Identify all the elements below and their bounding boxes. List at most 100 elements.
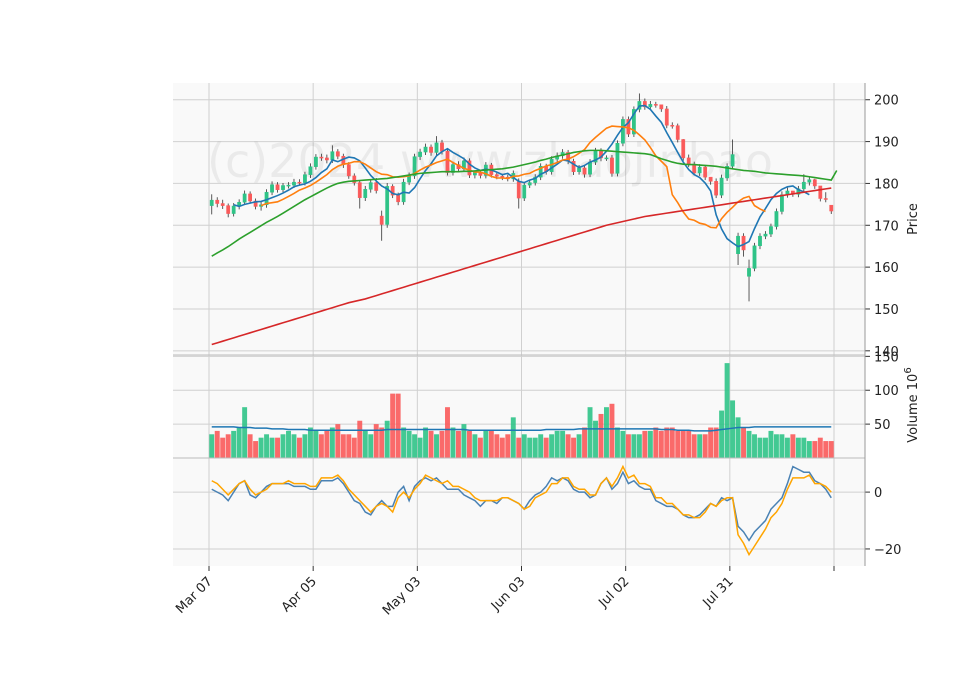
candle-body — [275, 184, 280, 190]
volume-bar — [324, 430, 330, 458]
volume-bar — [406, 430, 412, 458]
volume-bar — [488, 430, 494, 458]
candle-body — [396, 194, 401, 203]
candle-body — [648, 104, 653, 108]
volume-bar — [752, 434, 757, 458]
candle-body — [829, 204, 834, 212]
candle-body — [719, 177, 724, 196]
volume-bar — [258, 437, 264, 458]
candle-body — [653, 104, 658, 106]
x-tick-label: Jun 03 — [488, 574, 528, 614]
ma30-line — [211, 149, 838, 257]
volume-bar — [604, 407, 609, 458]
oscillator-panel-bg — [173, 458, 865, 566]
candle-body — [346, 164, 351, 177]
volume-bar — [658, 430, 664, 458]
volume-bar — [724, 363, 730, 458]
candle-body — [314, 156, 318, 167]
volume-bar — [214, 430, 220, 458]
volume-bar — [521, 434, 527, 458]
volume-bar — [236, 427, 242, 458]
candle-body — [418, 151, 422, 157]
volume-bar — [642, 430, 648, 458]
candle-body — [664, 108, 669, 126]
candle-body — [363, 189, 368, 198]
volume-bar — [450, 427, 456, 458]
candle-body — [412, 156, 417, 177]
candle-body — [730, 154, 735, 167]
candle-body — [374, 182, 379, 191]
candle-body — [516, 181, 521, 199]
candle-body — [823, 198, 828, 200]
candle-body — [292, 181, 296, 186]
volume-bar — [812, 441, 818, 458]
volume-bar — [631, 434, 637, 458]
candle-body — [440, 142, 444, 152]
candle-body — [807, 179, 812, 183]
candle-body — [434, 142, 439, 153]
volume-tick-label: 150 — [874, 350, 899, 365]
volume-axis-title-text: Volume 10 — [906, 374, 921, 443]
volume-bar — [768, 430, 774, 458]
volume-bar — [253, 441, 259, 458]
volume-bar — [817, 437, 823, 458]
price-tick-label: 140 — [874, 345, 899, 360]
candle-body — [538, 166, 543, 178]
volume-bar — [565, 434, 571, 458]
candle-body — [577, 167, 581, 172]
volume-bar — [828, 441, 834, 458]
volume-bar — [483, 430, 489, 458]
volume-bar — [697, 434, 703, 458]
candle-body — [582, 167, 587, 175]
volume-bar — [494, 434, 500, 458]
volume-bar — [532, 437, 538, 458]
candle-body — [209, 199, 214, 206]
volume-panel — [209, 363, 834, 458]
volume-bar — [560, 430, 566, 458]
ma5-line — [233, 104, 810, 248]
volume-bar — [242, 407, 248, 458]
volume-bar — [735, 417, 741, 458]
candle-body — [703, 166, 708, 178]
volume-bar — [220, 437, 226, 458]
candle-body — [445, 150, 450, 173]
volume-bar — [379, 427, 385, 458]
candle-body — [763, 233, 768, 237]
osc_slow-line — [211, 464, 832, 557]
volume-bar — [412, 434, 418, 458]
volume-bar — [593, 420, 598, 458]
candle-body — [708, 176, 713, 182]
candle-body — [281, 185, 285, 190]
price-tick-label: 150 — [874, 303, 899, 318]
volume-bar — [477, 437, 483, 458]
volume-bar — [763, 437, 768, 458]
price-tick-label: 160 — [874, 261, 899, 276]
candle-body — [758, 235, 762, 247]
volume-bar — [340, 434, 346, 458]
volume-bar — [806, 441, 812, 458]
candle-body — [429, 146, 433, 153]
volume-bar — [664, 427, 670, 458]
candle-body — [357, 182, 362, 198]
volume-bar — [795, 437, 801, 458]
volume-bar — [614, 427, 620, 458]
volume-bar — [346, 434, 352, 458]
volume-bar — [757, 437, 763, 458]
candle-body — [220, 203, 225, 206]
volume-bar — [620, 430, 626, 458]
candle-body — [319, 156, 324, 159]
volume-bar — [439, 430, 445, 458]
volume-bar — [779, 434, 785, 458]
candle-body — [385, 186, 390, 225]
volume-bar — [675, 430, 681, 458]
candle-body — [303, 174, 307, 183]
candle-body — [681, 139, 686, 159]
candle-body — [588, 161, 592, 175]
candle-body — [270, 184, 274, 193]
candle-body — [467, 160, 472, 176]
volume-bar — [247, 434, 253, 458]
volume-bar — [384, 420, 390, 458]
volume-bar — [702, 434, 708, 458]
candle-body — [571, 161, 576, 172]
volume-tick-label: 100 — [874, 384, 899, 399]
